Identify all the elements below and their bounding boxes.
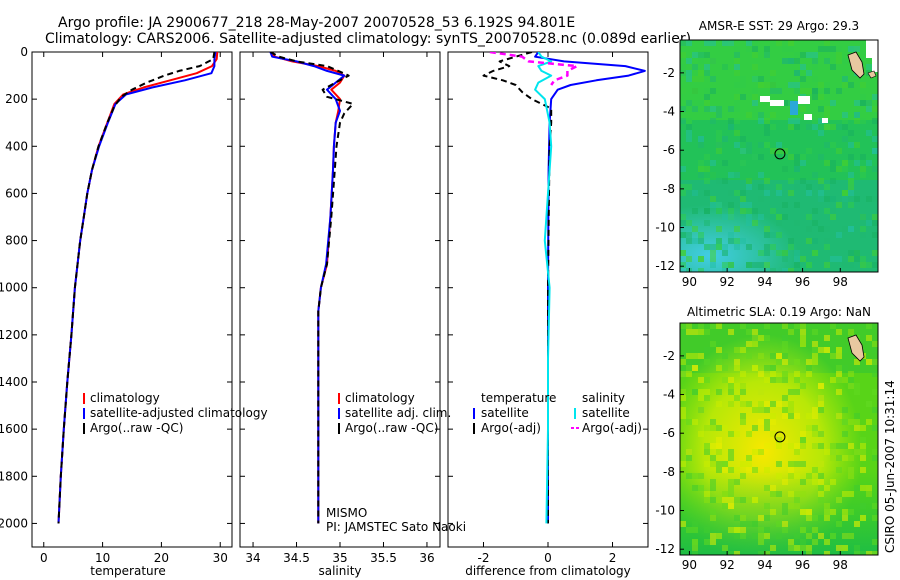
x-tick-label: 35.5: [370, 551, 397, 565]
map-x-tick-label: 92: [720, 275, 735, 289]
map-y-tick-label: -12: [655, 542, 675, 556]
legend-heading-temperature: temperature: [481, 391, 556, 405]
difference-panel: -2 0 2 difference from climatology tempera…: [447, 51, 649, 578]
legend-label-climatology: climatology: [345, 391, 415, 405]
y-tick-label: 800: [5, 234, 28, 248]
map-y-tick-label: -2: [663, 66, 675, 80]
temperature-xlabel: temperature: [90, 564, 165, 578]
float-pi-label: PI: JAMSTEC Sato Naoki: [326, 520, 466, 534]
map-y-tick-label: -2: [663, 349, 675, 363]
map-y-tick-label: -6: [663, 426, 675, 440]
x-tick-label: 34.5: [283, 551, 310, 565]
argo-location-marker: [774, 148, 786, 160]
map-y-tick-label: -4: [663, 388, 675, 402]
series-line-climatology: [57, 52, 219, 524]
legend-label-temp-argo: Argo(-adj): [481, 421, 541, 435]
x-tick-label: 0: [544, 551, 552, 565]
sla-map-panel: Altimetric SLA: 0.19 Argo: NaN 90 92 94 96 9…: [655, 305, 879, 572]
series-line-satellite-adj-clim-: [269, 52, 346, 524]
salinity-xlabel: salinity: [318, 564, 361, 578]
x-tick-label: 2: [609, 551, 617, 565]
temperature-axes-frame: [31, 51, 233, 548]
map-x-tick-label: 92: [720, 558, 735, 572]
island-shape: [847, 51, 865, 79]
map-y-tick-label: -12: [655, 259, 675, 273]
sst-map-title: AMSR-E SST: 29 Argo: 29.3: [699, 19, 859, 33]
y-tick-label: 1400: [0, 375, 28, 389]
map-x-tick-label: 98: [833, 275, 848, 289]
csiro-timestamp: CSIRO 05-Jun-2007 10:31:14: [883, 380, 897, 553]
map-x-tick-label: 96: [795, 275, 810, 289]
map-x-tick-label: 96: [795, 558, 810, 572]
y-tick-label: 200: [5, 92, 28, 106]
map-y-tick-label: -6: [663, 143, 675, 157]
y-tick-label: 1200: [0, 328, 28, 342]
x-tick-label: 36: [419, 551, 434, 565]
y-tick-label: 0: [20, 45, 28, 59]
y-tick-label: 600: [5, 186, 28, 200]
legend-label-sal-argo: Argo(-adj): [582, 421, 642, 435]
temperature-panel: 0 10 20 30 0 200 400 600 800 1000 1200 1400 1600 1800…: [0, 45, 268, 578]
series-line-climatology: [269, 52, 346, 524]
series-line-satellite-adjusted-climatology: [57, 52, 217, 524]
argo-location-marker: [774, 431, 786, 443]
salinity-panel: 34 34.5 35 35.5 36 salinity climatology sate…: [239, 51, 466, 578]
y-tick-label: 1800: [0, 469, 28, 483]
x-tick-label: 35: [332, 551, 347, 565]
legend-label-climatology: climatology: [90, 391, 160, 405]
difference-xlabel: difference from climatology: [465, 564, 631, 578]
legend-label-argo: Argo(..raw -QC): [345, 421, 438, 435]
x-tick-label: 20: [154, 551, 169, 565]
x-tick-label: 0: [40, 551, 48, 565]
series-line-argo-raw-qc-: [57, 52, 216, 524]
map-x-tick-label: 94: [757, 275, 772, 289]
x-tick-label: 10: [95, 551, 110, 565]
map-x-tick-label: 98: [833, 558, 848, 572]
figure-title-line1: Argo profile: JA 2900677_218 28-May-2007…: [58, 15, 576, 31]
x-tick-label: -2: [477, 551, 489, 565]
map-y-tick-label: -8: [663, 465, 675, 479]
map-y-tick-label: -10: [655, 221, 675, 235]
series-line-argo-raw-qc-: [269, 52, 354, 524]
figure-title-line2: Climatology: CARS2006. Satellite-adjuste…: [45, 31, 692, 47]
map-y-tick-label: -8: [663, 182, 675, 196]
sst-map-field: [680, 40, 878, 272]
series-line-temperature-satellite: [534, 52, 646, 524]
legend-label-sat-adj: satellite-adjusted climatology: [90, 406, 268, 420]
temperature-legend: climatology satellite-adjusted climatolo…: [83, 391, 268, 435]
legend-label-argo: Argo(..raw -QC): [90, 421, 183, 435]
sla-map-title: Altimetric SLA: 0.19 Argo: NaN: [687, 305, 871, 319]
sla-map-frame: [679, 322, 879, 556]
x-tick-label: 30: [213, 551, 228, 565]
map-y-tick-label: -4: [663, 105, 675, 119]
sst-map-frame: [679, 39, 879, 273]
y-tick-label: 1600: [0, 422, 28, 436]
series-line-salinity-argo-adj-: [489, 52, 579, 86]
legend-heading-salinity: salinity: [582, 391, 625, 405]
map-y-tick-label: -10: [655, 504, 675, 518]
y-tick-label: 2000: [0, 516, 28, 530]
sla-map-field: [680, 323, 878, 555]
difference-legend: temperature satellite Argo(-adj) salinit…: [473, 391, 642, 435]
legend-label-sal-sat: satellite: [582, 406, 630, 420]
sst-map-panel: AMSR-E SST: 29 Argo: 29.3 90 92 94 96 98 -2 -4…: [655, 19, 879, 289]
legend-label-temp-sat: satellite: [481, 406, 529, 420]
map-x-tick-label: 94: [757, 558, 772, 572]
island-shape: [847, 334, 865, 362]
y-tick-label: 1000: [0, 281, 28, 295]
legend-label-sat-adj: satellite adj. clim.: [345, 406, 451, 420]
series-line-temperature-argo-adj-: [482, 52, 553, 524]
series-line-salinity-satellite: [534, 52, 553, 524]
map-x-tick-label: 90: [682, 275, 697, 289]
salinity-legend: climatology satellite adj. clim. Argo(..…: [338, 391, 451, 435]
float-project-label: MISMO: [326, 506, 367, 520]
x-tick-label: 34: [245, 551, 260, 565]
map-x-tick-label: 90: [682, 558, 697, 572]
y-tick-label: 400: [5, 139, 28, 153]
